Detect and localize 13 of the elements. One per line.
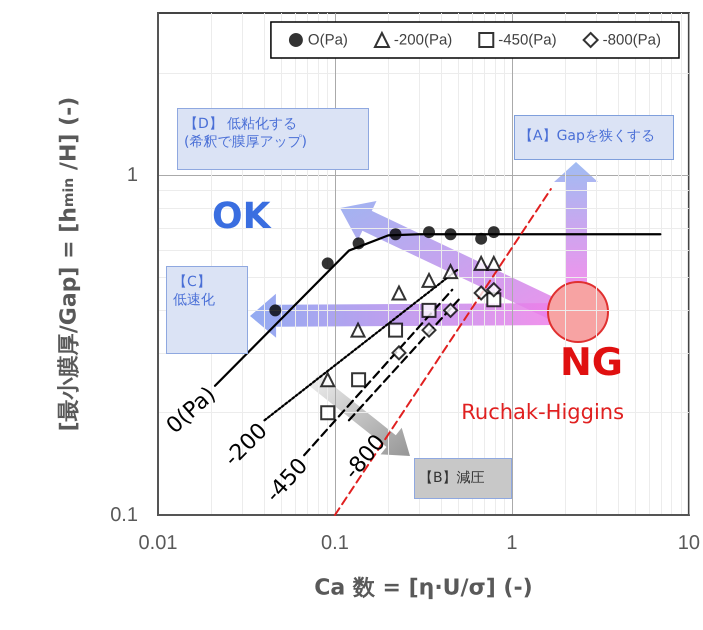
x-tick-label: 10	[678, 532, 700, 554]
legend-label: -200(Pa)	[394, 32, 452, 48]
annotation: NG	[560, 340, 623, 384]
legend-label: -450(Pa)	[498, 32, 557, 48]
series-label: Ruchak-Higgins	[461, 400, 624, 424]
legend-label: O(Pa)	[308, 32, 348, 48]
x-tick-label: 0.01	[138, 532, 178, 554]
annotation: OK	[212, 196, 270, 237]
legend-label: -800(Pa)	[602, 32, 662, 48]
x-tick-label: 0.1	[321, 532, 349, 554]
x-axis-title: Ca 数 = [η·U/σ] (-)	[314, 576, 533, 600]
x-tick-label: 1	[506, 532, 518, 554]
y-axis-title: [最小膜厚/Gap] = [hmin /H] (-)	[56, 96, 82, 432]
